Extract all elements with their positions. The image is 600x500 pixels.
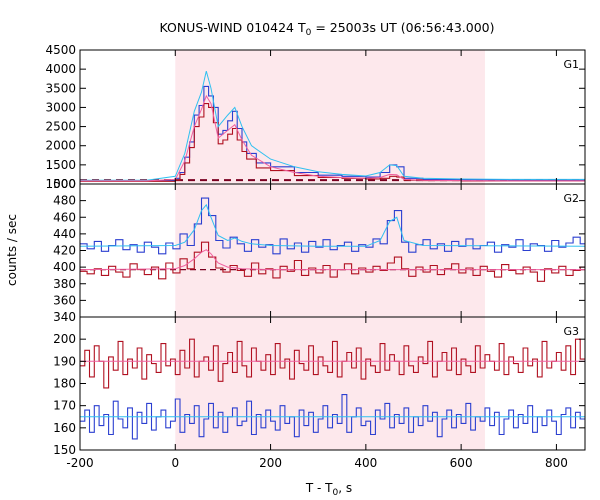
panel-label-g1: G1 xyxy=(563,58,579,71)
y-tick-label: 160 xyxy=(53,421,76,435)
y-tick-label: 420 xyxy=(53,244,76,258)
y-tick-label: 340 xyxy=(53,310,76,324)
y-tick-label: 460 xyxy=(53,210,76,224)
panel-plot-area xyxy=(80,197,585,282)
x-tick-label: -200 xyxy=(66,456,93,470)
y-tick-label: 500 xyxy=(53,177,76,191)
y-tick-label: 200 xyxy=(53,332,76,346)
series-blue-line xyxy=(80,197,585,255)
x-tick-label: 800 xyxy=(545,456,568,470)
y-axis-label: counts / sec xyxy=(5,214,19,286)
y-tick-label: 180 xyxy=(53,377,76,391)
y-tick-label: 360 xyxy=(53,293,76,307)
panel-label-g2: G2 xyxy=(563,192,579,205)
y-tick-label: 380 xyxy=(53,277,76,291)
panels-group: 10001500200025003000350040004500G1340360… xyxy=(45,43,586,470)
y-tick-label: 170 xyxy=(53,399,76,413)
series-cyan-line xyxy=(80,70,585,181)
x-tick-label: 200 xyxy=(259,456,282,470)
series-cyan-line xyxy=(80,203,585,247)
series-pink-line xyxy=(80,94,585,182)
y-tick-label: 1500 xyxy=(45,158,76,172)
series-blue-line xyxy=(80,394,585,440)
series-pink-line xyxy=(80,249,585,271)
x-tick-label: 600 xyxy=(450,456,473,470)
chart-title: KONUS-WIND 010424 T0 = 25003s UT (06:56:… xyxy=(159,20,494,38)
y-tick-label: 400 xyxy=(53,260,76,274)
y-tick-label: 190 xyxy=(53,354,76,368)
series-red-line xyxy=(80,338,585,389)
y-tick-label: 2500 xyxy=(45,120,76,134)
highlight-interval xyxy=(175,50,485,184)
panel-g1: 1000 1500 2000 2500 3000 3500 4000 4500 G1 xyxy=(45,43,586,191)
y-tick-label: 440 xyxy=(53,227,76,241)
y-tick-label: 2000 xyxy=(45,139,76,153)
panel-g3: 150 160 170 180 190 200 -200 0 200 400 600 800 G3 xyxy=(53,316,586,470)
y-tick-label: 3500 xyxy=(45,81,76,95)
y-tick-label: 3000 xyxy=(45,100,76,114)
panel-plot-area xyxy=(80,70,585,182)
highlight-interval xyxy=(175,184,485,317)
panel-label-g3: G3 xyxy=(563,325,579,338)
y-tick-label: 4500 xyxy=(45,43,76,57)
y-tick-label: 480 xyxy=(53,194,76,208)
x-tick-label: 400 xyxy=(354,456,377,470)
highlight-interval xyxy=(175,317,485,450)
x-tick-label: 0 xyxy=(171,456,179,470)
y-tick-label: 150 xyxy=(53,443,76,457)
y-tick-label: 1000 xyxy=(45,177,76,191)
panel-g2: 340 360 380 400 420 440 460 480 500 G2 xyxy=(53,177,586,324)
x-axis-label: T - T0, s xyxy=(305,481,352,498)
series-red-line xyxy=(80,241,585,282)
y-tick-label: 4000 xyxy=(45,62,76,76)
panel-plot-area xyxy=(80,338,585,440)
